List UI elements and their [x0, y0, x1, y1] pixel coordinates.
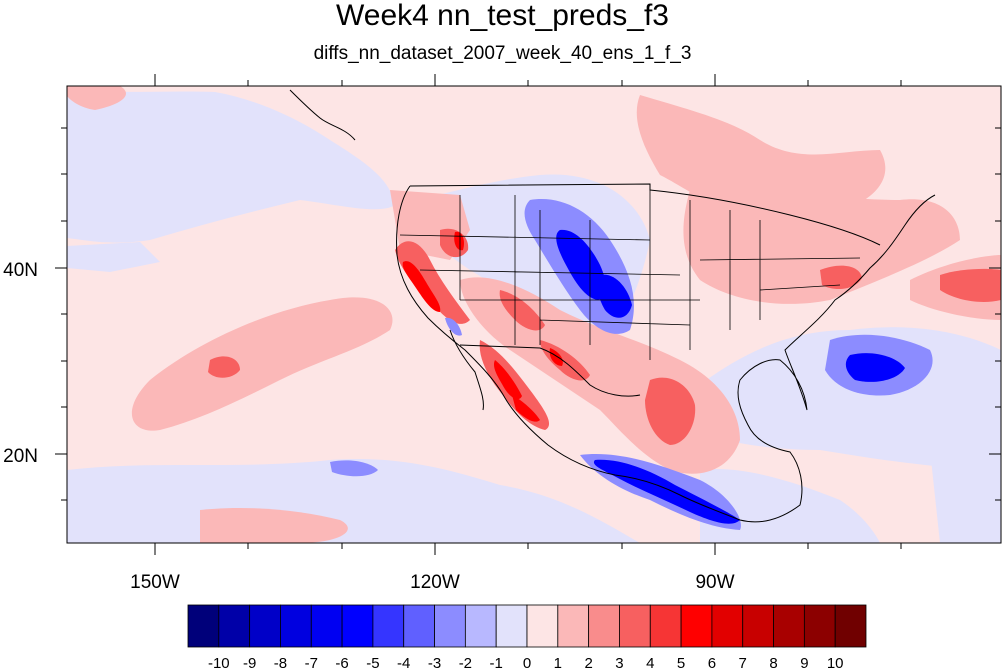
- colorbar: [187, 604, 867, 648]
- colorbar-tick-label: 6: [708, 655, 716, 672]
- alaska-coast: [289, 89, 356, 141]
- colorbar-swatch: [834, 604, 867, 648]
- colorbar-tick-label: 9: [800, 655, 808, 672]
- baja-coast: [449, 329, 484, 411]
- colorbar-tick-label: 1: [554, 655, 562, 672]
- colorbar-tick-label: -8: [274, 655, 287, 672]
- lat-label-40n: 40N: [3, 260, 38, 281]
- colorbar-swatch: [434, 604, 466, 648]
- colorbar-swatch: [588, 604, 620, 648]
- us-canada-border: [409, 183, 881, 246]
- colorbar-tick-label: -7: [305, 655, 318, 672]
- colorbar-swatch: [495, 604, 528, 648]
- colorbar-swatch: [526, 604, 559, 648]
- field-negative-strong: [556, 229, 905, 524]
- colorbar-swatch: [619, 604, 651, 648]
- chart-title: Week4 nn_test_preds_f3: [335, 0, 669, 32]
- lat-label-20n: 20N: [3, 446, 38, 467]
- colorbar-swatch: [310, 604, 343, 648]
- colorbar-tick-label: 8: [769, 655, 777, 672]
- colorbar-swatch: [249, 604, 281, 648]
- colorbar-tick-label: -5: [366, 655, 379, 672]
- colorbar-swatch: [680, 604, 713, 648]
- state-borders: [399, 190, 861, 360]
- colorbar-swatch: [187, 604, 220, 648]
- colorbar-swatch: [711, 604, 744, 648]
- colorbar-tick-label: -10: [208, 655, 230, 672]
- colorbar-tick-label: -6: [335, 655, 348, 672]
- colorbar-tick-label: -1: [490, 655, 503, 672]
- axis-ticks: [55, 74, 1001, 555]
- colorbar-tick-label: -9: [243, 655, 256, 672]
- colorbar-swatch: [803, 604, 836, 648]
- colorbar-tick-label: -4: [397, 655, 410, 672]
- lon-label-90w: 90W: [695, 572, 734, 593]
- colorbar-tick-label: 7: [739, 655, 747, 672]
- colorbar-swatch: [464, 604, 497, 648]
- lon-label-150w: 150W: [130, 572, 180, 593]
- colorbar-tick-label: 2: [584, 655, 592, 672]
- coastline: [396, 185, 936, 523]
- colorbar-tick-label: 3: [615, 655, 623, 672]
- colorbar-labels: -10 -9 -8 -7 -6 -5 -4 -3 -2 -1 0 1 2 3 4 5 6 7 8 9 10: [208, 655, 844, 672]
- map-field: [67, 86, 1001, 543]
- colorbar-swatch: [649, 604, 682, 648]
- colorbar-swatch: [773, 604, 805, 648]
- colorbar-tick-label: 5: [677, 655, 685, 672]
- colorbar-swatch: [403, 604, 435, 648]
- colorbar-swatch: [372, 604, 405, 648]
- colorbar-swatch: [341, 604, 374, 648]
- us-mexico-border: [459, 344, 641, 397]
- colorbar-swatch: [218, 604, 251, 648]
- map-borders: [289, 89, 936, 523]
- lon-label-120w: 120W: [410, 572, 460, 593]
- colorbar-tick-label: 10: [827, 655, 844, 672]
- chart-subtitle: diffs_nn_dataset_2007_week_40_ens_1_f_3: [313, 43, 692, 64]
- colorbar-tick-label: 0: [523, 655, 531, 672]
- colorbar-swatch: [280, 604, 312, 648]
- colorbar-swatch: [557, 604, 590, 648]
- colorbar-tick-label: 4: [646, 655, 654, 672]
- colorbar-tick-label: -2: [459, 655, 472, 672]
- colorbar-tick-label: -3: [428, 655, 441, 672]
- colorbar-swatch: [742, 604, 774, 648]
